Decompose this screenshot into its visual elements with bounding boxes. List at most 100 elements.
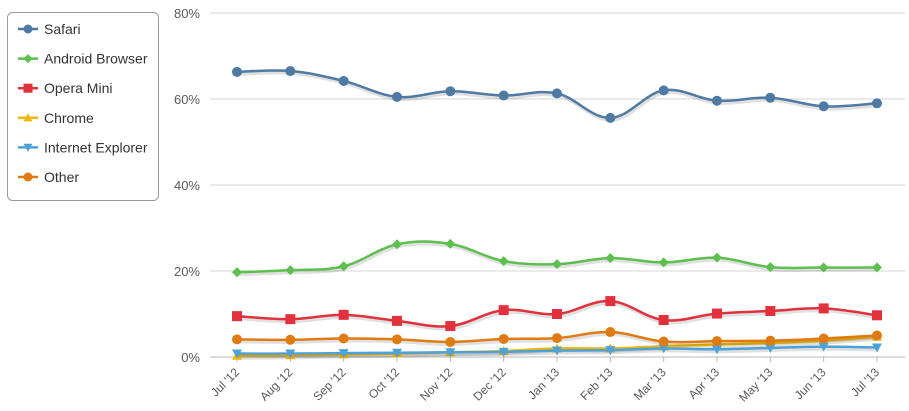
data-point-android-browser [872,262,882,273]
data-point-android-browser [232,267,242,278]
x-tick-label: Sep '12 [310,365,349,404]
legend-marker-chrome [23,113,33,122]
data-point-opera-mini [872,310,882,321]
data-point-other [765,335,776,346]
series-line-shadow-android-browser [237,241,879,277]
data-point-safari [658,85,669,96]
legend-item-safari[interactable]: Safari [18,21,81,37]
data-point-opera-mini [498,305,509,316]
data-point-opera-mini [338,309,349,320]
grid-lines [210,12,905,358]
data-point-safari [605,112,616,123]
data-point-other [658,336,669,347]
y-tick-label: 0% [181,350,200,365]
data-point-safari [712,95,722,106]
legend-marker-other [23,172,33,182]
legend-label-chrome: Chrome [44,110,94,126]
series-opera-mini [232,296,882,332]
data-point-android-browser [445,238,456,249]
data-point-safari [232,66,242,77]
x-tick-label: Apr '13 [686,365,723,402]
data-point-opera-mini [232,311,242,322]
data-point-opera-mini [658,315,669,326]
data-point-internet-explorer [498,347,509,357]
legend-marker-safari [23,24,33,34]
legend-label-opera-mini: Opera Mini [44,80,112,96]
y-tick-label: 60% [174,92,200,107]
data-point-other [338,333,349,344]
series-internet-explorer [232,342,882,359]
data-point-opera-mini [285,314,296,325]
x-axis-ticks: Jul '12 Aug '12 Sep '12 Oct '12 Nov '12 Dec '… [208,357,882,405]
data-point-safari [872,98,882,109]
data-point-other [605,327,616,338]
data-point-internet-explorer [552,346,562,356]
series-lines [232,66,882,360]
legend-label-android-browser: Android Browser [44,51,148,67]
data-point-android-browser [712,252,722,263]
x-tick-label: May '13 [736,365,776,405]
legend-marker-internet-explorer [23,143,33,152]
data-point-safari [392,91,402,102]
data-point-safari [552,88,562,99]
data-point-internet-explorer [658,344,669,354]
data-point-opera-mini [605,296,616,307]
data-point-safari [338,75,349,86]
x-tick-label: Dec '12 [470,365,509,404]
data-point-android-browser [605,253,616,264]
legend-label-internet-explorer: Internet Explorer [44,139,148,155]
data-point-opera-mini [765,305,776,316]
data-point-safari [818,101,829,112]
legend[interactable]: Safari Android Browser Opera Mini Chrome Int… [7,12,159,201]
data-point-other [552,333,562,344]
legend-item-opera-mini[interactable]: Opera Mini [18,80,112,96]
data-point-other [818,333,829,344]
data-point-opera-mini [445,321,456,332]
data-point-other [498,333,509,344]
x-tick-label: Mar '13 [631,365,669,403]
legend-item-internet-explorer[interactable]: Internet Explorer [18,139,148,155]
data-point-internet-explorer [712,345,722,355]
data-point-other [445,336,456,347]
data-point-opera-mini [818,303,829,314]
legend-marker-opera-mini [23,83,33,93]
data-point-safari [285,66,296,77]
data-point-internet-explorer [765,343,776,353]
data-point-internet-explorer [445,348,456,358]
series-android-browser [232,238,882,278]
data-point-other [285,334,296,345]
data-point-android-browser [818,262,829,273]
data-point-internet-explorer [872,343,882,353]
x-tick-label: Jan '13 [525,365,562,402]
data-point-opera-mini [392,315,402,326]
data-point-internet-explorer [285,349,296,359]
legend-box [7,12,159,201]
data-point-internet-explorer [232,349,242,359]
data-point-internet-explorer [605,346,616,356]
data-point-android-browser [658,257,669,268]
x-tick-label: Feb '13 [578,365,616,403]
x-tick-label: Jun '13 [792,365,829,402]
legend-item-other[interactable]: Other [18,169,79,185]
x-tick-label: Jul '13 [848,365,882,399]
data-point-android-browser [765,262,776,273]
data-point-safari [765,92,776,103]
y-axis-ticks: 0% 20% 40% 60% 80% [174,6,200,365]
data-point-internet-explorer [818,342,829,352]
legend-item-chrome[interactable]: Chrome [18,110,94,126]
x-tick-label: Oct '12 [366,365,403,402]
x-tick-label: Jul '12 [208,365,242,399]
data-point-other [392,334,402,345]
data-point-other [232,334,242,345]
y-tick-label: 20% [174,264,200,279]
data-point-other [712,336,722,347]
legend-label-other: Other [44,169,79,185]
data-point-android-browser [392,239,402,250]
data-point-other [872,330,882,341]
data-point-safari [498,90,509,101]
series-safari [232,66,882,123]
data-point-android-browser [285,265,296,276]
data-point-android-browser [338,261,349,272]
legend-item-android-browser[interactable]: Android Browser [18,51,148,67]
